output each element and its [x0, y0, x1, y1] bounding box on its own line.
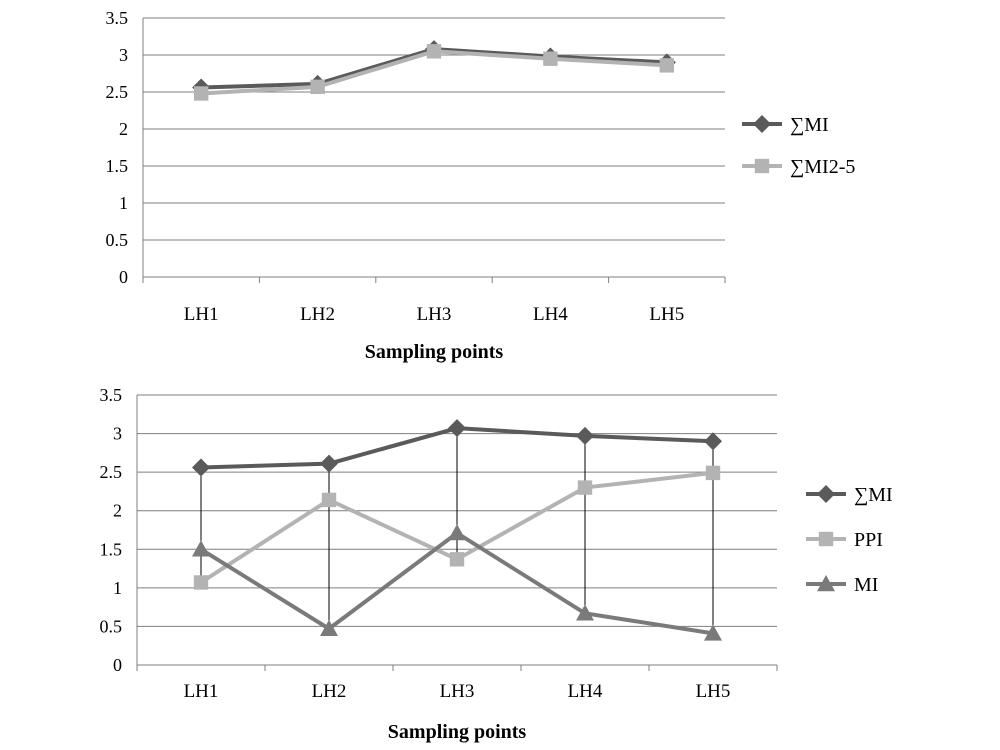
- legend-label: ∑MI: [854, 484, 893, 506]
- legend-marker: [754, 158, 770, 174]
- legend-marker: [817, 485, 835, 503]
- y-tick-label: 0.5: [106, 230, 129, 250]
- bottom-line-chart: 0 0.5 1 1.5 2 2.5 3 3.5 LH1 LH2 LH3 LH4 LH5 Sampling …: [82, 368, 902, 750]
- data-point: [448, 524, 466, 541]
- x-category-label: LH2: [300, 304, 335, 325]
- top-line-chart: 0 0.5 1 1.5 2 2.5 3 3.5 LH1 LH2 LH3 LH4 LH5 Sampling …: [106, 8, 856, 363]
- legend-label: PPI: [854, 529, 883, 551]
- y-tick-label: 3: [113, 424, 122, 444]
- data-point: [704, 624, 722, 641]
- data-point: [192, 458, 210, 477]
- y-tick-label: 3.5: [100, 385, 123, 405]
- x-category-label: LH3: [417, 304, 452, 325]
- x-category-label: LH1: [184, 681, 219, 702]
- y-tick-label: 0: [119, 267, 128, 287]
- x-axis-title: Sampling points: [388, 721, 527, 743]
- data-point: [321, 492, 337, 508]
- data-point: [705, 465, 721, 481]
- legend-label: ∑MI2-5: [790, 156, 855, 178]
- data-point: [543, 51, 558, 66]
- y-tick-label: 1.5: [100, 539, 123, 559]
- x-category-label: LH4: [533, 304, 568, 325]
- data-point: [193, 575, 209, 590]
- legend-marker: [817, 575, 835, 592]
- y-tick-label: 2: [119, 119, 128, 139]
- y-tick-label: 1: [113, 578, 122, 598]
- legend-label: ∑MI: [790, 114, 829, 136]
- y-tick-label: 3: [119, 45, 128, 65]
- data-point: [320, 454, 338, 473]
- x-category-label: LH5: [696, 681, 731, 702]
- y-tick-label: 0: [113, 655, 122, 675]
- x-category-label: LH2: [312, 681, 347, 702]
- data-point: [576, 604, 594, 621]
- data-point: [448, 419, 466, 438]
- data-point: [577, 480, 593, 495]
- y-tick-label: 1.5: [106, 156, 129, 176]
- y-tick-label: 2.5: [106, 82, 129, 102]
- y-tick-label: 2: [113, 501, 122, 521]
- data-point: [310, 79, 325, 95]
- data-point: [194, 86, 209, 101]
- data-point: [704, 432, 722, 451]
- y-tick-label: 2.5: [100, 462, 123, 482]
- data-point: [192, 540, 210, 557]
- x-category-label: LH5: [649, 304, 684, 325]
- x-category-label: LH3: [440, 681, 475, 702]
- y-tick-label: 1: [119, 193, 128, 213]
- legend-marker: [753, 115, 771, 133]
- data-point: [659, 58, 674, 73]
- y-tick-label: 3.5: [106, 8, 129, 28]
- data-point: [426, 44, 442, 59]
- data-point: [449, 552, 465, 567]
- data-point: [320, 619, 338, 636]
- x-axis-title: Sampling points: [365, 341, 504, 363]
- data-point: [576, 426, 594, 445]
- x-category-label: LH1: [184, 304, 219, 325]
- legend-marker: [818, 531, 834, 547]
- legend-label: MI: [854, 574, 878, 596]
- y-tick-label: 0.5: [100, 616, 123, 636]
- x-category-label: LH4: [568, 681, 603, 702]
